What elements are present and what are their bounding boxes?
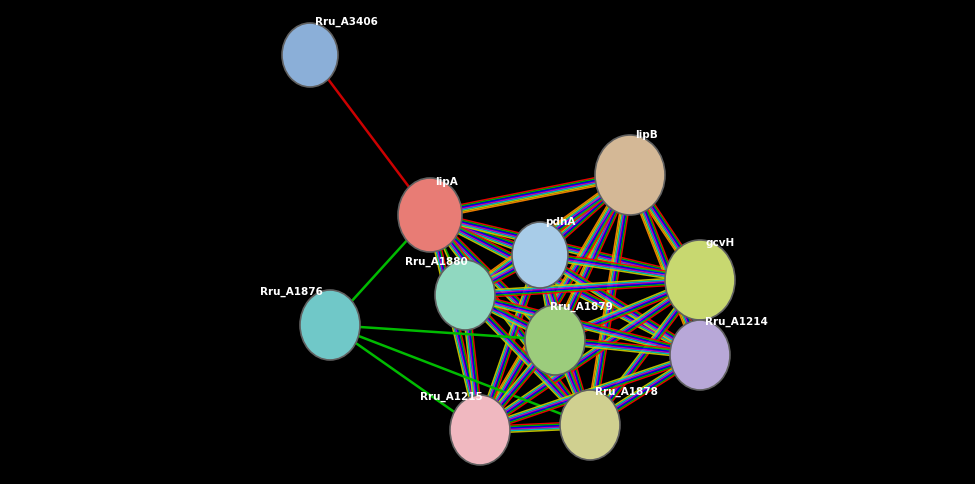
Text: lipA: lipA [435, 177, 457, 187]
Text: Rru_A1880: Rru_A1880 [405, 257, 468, 267]
Text: pdhA: pdhA [545, 217, 575, 227]
Ellipse shape [398, 178, 462, 252]
Ellipse shape [450, 395, 510, 465]
Ellipse shape [512, 222, 568, 288]
Ellipse shape [560, 390, 620, 460]
Ellipse shape [282, 23, 338, 87]
Text: Rru_A1878: Rru_A1878 [595, 387, 658, 397]
Text: Rru_A1879: Rru_A1879 [550, 302, 612, 312]
Ellipse shape [670, 320, 730, 390]
Ellipse shape [300, 290, 360, 360]
Ellipse shape [595, 135, 665, 215]
Text: Rru_A3406: Rru_A3406 [315, 17, 378, 27]
Ellipse shape [435, 260, 495, 330]
Text: Rru_A1876: Rru_A1876 [260, 287, 323, 297]
Text: lipB: lipB [635, 130, 658, 140]
Ellipse shape [665, 240, 735, 320]
Text: Rru_A1214: Rru_A1214 [705, 317, 768, 327]
Text: gcvH: gcvH [705, 238, 734, 248]
Text: Rru_A1215: Rru_A1215 [420, 392, 483, 402]
Ellipse shape [525, 305, 585, 375]
